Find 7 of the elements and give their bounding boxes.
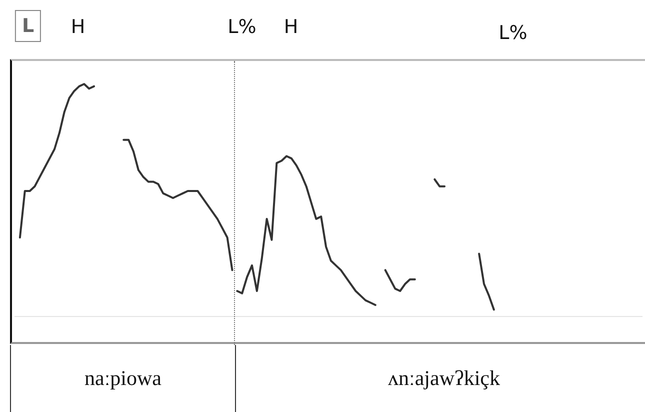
text: ʌnːajawʔkiçk — [235, 345, 645, 412]
text: L% — [498, 22, 528, 44]
text: naːpiowa — [84, 365, 162, 392]
text: L — [14, 10, 42, 42]
text: H — [284, 16, 298, 38]
text: H — [70, 16, 86, 38]
text: L% — [228, 16, 256, 38]
